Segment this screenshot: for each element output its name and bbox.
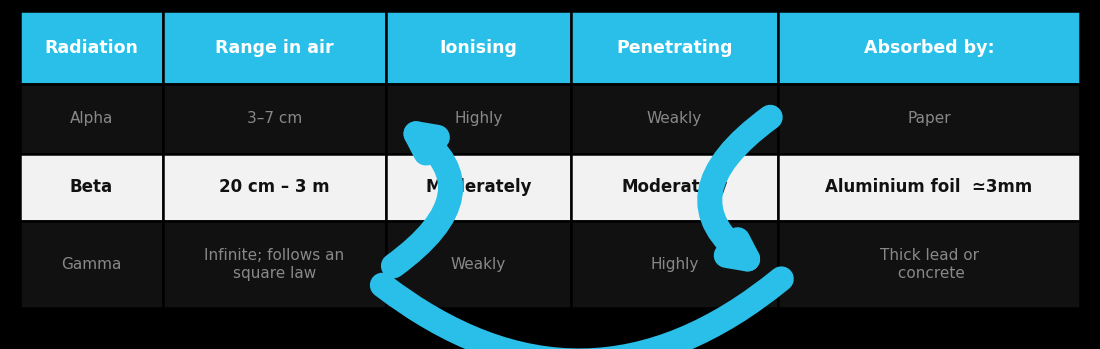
Text: Penetrating: Penetrating (616, 38, 733, 57)
Text: Moderately: Moderately (426, 178, 531, 196)
Text: Highly: Highly (454, 111, 503, 126)
Text: Highly: Highly (650, 257, 699, 272)
Bar (163, 154, 386, 221)
Text: Alpha: Alpha (69, 111, 113, 126)
Bar (778, 221, 1080, 308)
Bar (778, 11, 1080, 84)
Bar (163, 221, 386, 308)
Text: Moderately: Moderately (621, 178, 728, 196)
Bar (386, 11, 571, 84)
Bar (163, 84, 386, 154)
Text: Thick lead or
 concrete: Thick lead or concrete (880, 248, 979, 281)
Text: Beta: Beta (69, 178, 113, 196)
Bar (571, 11, 778, 84)
Text: Aluminium foil  ≃3mm: Aluminium foil ≃3mm (825, 178, 1033, 196)
Bar (20, 11, 163, 84)
Bar (386, 221, 571, 308)
Bar (386, 154, 571, 221)
Bar (571, 154, 778, 221)
Text: Weakly: Weakly (451, 257, 506, 272)
Text: 20 cm – 3 m: 20 cm – 3 m (219, 178, 330, 196)
Text: Paper: Paper (908, 111, 950, 126)
Bar (386, 84, 571, 154)
Bar (778, 154, 1080, 221)
Text: Weakly: Weakly (647, 111, 702, 126)
Text: Gamma: Gamma (62, 257, 122, 272)
Bar (778, 84, 1080, 154)
Bar (20, 221, 163, 308)
Bar (571, 221, 778, 308)
Bar (571, 84, 778, 154)
Text: Ionising: Ionising (440, 38, 517, 57)
Bar (163, 11, 386, 84)
Text: Absorbed by:: Absorbed by: (864, 38, 994, 57)
Text: 3–7 cm: 3–7 cm (246, 111, 301, 126)
Text: Radiation: Radiation (44, 38, 139, 57)
Text: Infinite; follows an
square law: Infinite; follows an square law (205, 248, 344, 281)
Bar (20, 154, 163, 221)
Bar (20, 84, 163, 154)
Text: Range in air: Range in air (214, 38, 333, 57)
